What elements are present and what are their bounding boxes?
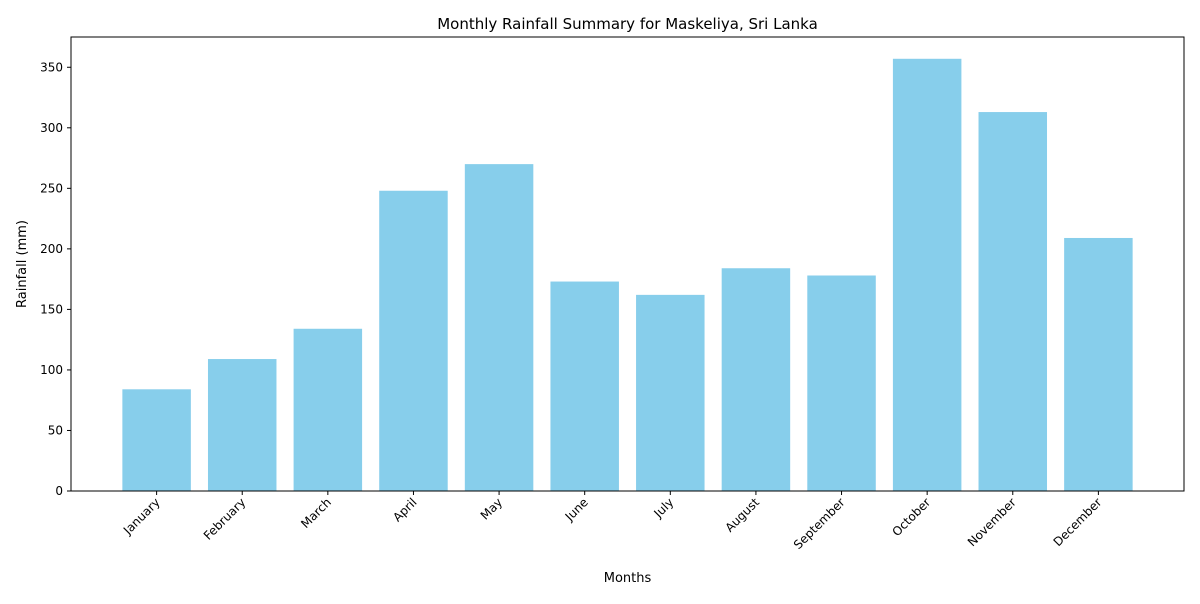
x-axis-title: Months: [604, 571, 652, 586]
x-tick-label: October: [889, 495, 933, 539]
x-tick-label: July: [651, 495, 677, 521]
y-tick-label: 50: [48, 423, 63, 437]
x-tick-label: December: [1051, 495, 1105, 549]
y-tick-label: 200: [40, 242, 63, 256]
bar-june: [550, 281, 619, 491]
y-tick-label: 300: [40, 121, 63, 135]
x-tick-label: November: [965, 495, 1019, 549]
x-axis-ticks: January February March April May June July Augu…: [120, 491, 1105, 552]
bar-august: [721, 268, 791, 491]
plot-frame: [70, 36, 1185, 492]
y-tick-label: 250: [40, 181, 63, 195]
bar-july: [636, 294, 705, 491]
x-tick-label: September: [791, 495, 848, 552]
x-tick-label: March: [298, 495, 334, 531]
bar-march: [293, 328, 363, 491]
bar-october: [892, 58, 962, 491]
bar-january: [122, 389, 191, 491]
x-tick-label: August: [722, 495, 762, 535]
bar-april: [379, 190, 448, 491]
y-axis-title: Rainfall (mm): [15, 220, 30, 308]
y-tick-label: 100: [40, 363, 63, 377]
bar-september: [807, 275, 876, 491]
y-axis-ticks: 0 50 100 150 200 250 300 350: [40, 60, 71, 498]
bar-may: [464, 164, 534, 491]
bar-november: [978, 112, 1048, 491]
bars-group: [122, 58, 1133, 491]
y-tick-label: 150: [40, 302, 63, 316]
bar-february: [207, 359, 277, 491]
x-tick-label: April: [390, 495, 419, 524]
x-tick-label: May: [478, 495, 505, 522]
bar-december: [1064, 237, 1133, 491]
y-tick-label: 0: [55, 484, 63, 498]
y-tick-label: 350: [40, 60, 63, 74]
chart-title: Monthly Rainfall Summary for Maskeliya, …: [437, 15, 818, 33]
x-tick-label: June: [562, 495, 591, 524]
x-tick-label: February: [201, 495, 249, 543]
x-tick-label: January: [120, 495, 163, 538]
